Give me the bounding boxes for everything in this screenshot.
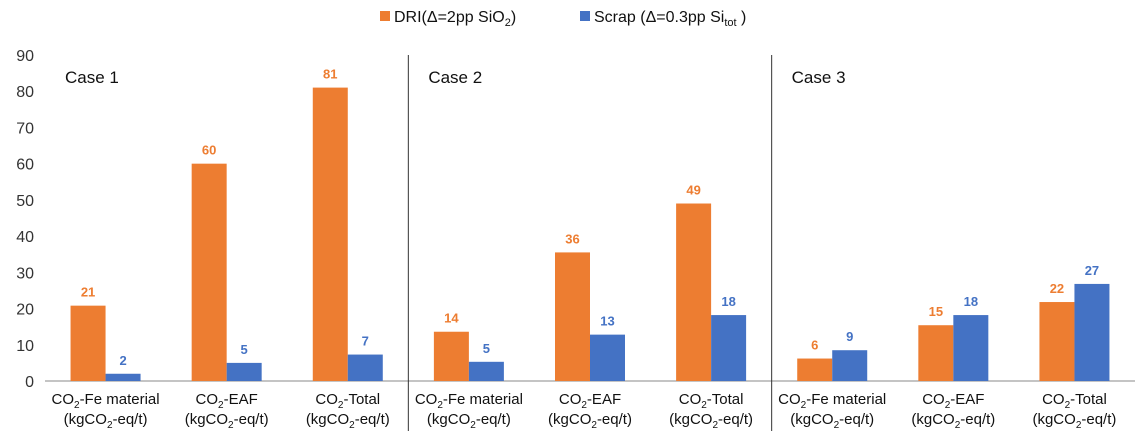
case-label: Case 3	[792, 68, 846, 87]
data-label-dri: 14	[444, 311, 459, 326]
data-label-scrap: 9	[846, 329, 853, 344]
x-category-label: CO2​-Total	[315, 391, 380, 411]
bar-dri	[1039, 302, 1075, 381]
data-label-dri: 81	[323, 67, 337, 82]
y-tick-label: 60	[16, 157, 34, 174]
case-label: Case 1	[65, 68, 119, 87]
data-label-dri: 60	[202, 143, 216, 158]
data-label-scrap: 18	[721, 294, 735, 309]
x-category-unit: (kgCO2​-eq/t)	[306, 411, 390, 431]
x-category-unit: (kgCO2​-eq/t)	[790, 411, 874, 431]
x-category-label: CO2​-Total	[1042, 391, 1107, 411]
data-label-scrap: 7	[362, 334, 369, 349]
y-tick-label: 50	[16, 193, 34, 210]
bar-scrap	[226, 362, 262, 381]
legend: DRI(Δ=2pp SiO2) Scrap (Δ=0.3pp Sitot )	[380, 9, 746, 29]
bar-dri	[676, 203, 712, 381]
x-category-unit: (kgCO2​-eq/t)	[1032, 411, 1116, 431]
data-label-scrap: 2	[119, 353, 126, 368]
bar-scrap	[832, 350, 868, 381]
x-category-label: CO2​-Total	[679, 391, 744, 411]
data-label-dri: 22	[1050, 281, 1064, 296]
y-tick-label: 70	[16, 120, 34, 137]
y-tick-label: 90	[16, 48, 34, 65]
bar-dri	[191, 163, 227, 381]
legend-label-dri: DRI(Δ=2pp SiO2)	[394, 9, 516, 29]
bar-scrap	[347, 354, 383, 381]
legend-swatch-scrap	[580, 11, 590, 21]
data-label-dri: 15	[929, 304, 943, 319]
bar-scrap	[711, 315, 747, 381]
bar-scrap	[953, 315, 989, 381]
data-label-dri: 21	[81, 285, 95, 300]
y-tick-label: 80	[16, 84, 34, 101]
x-category-label: CO2​-EAF	[559, 391, 621, 411]
x-category-label: CO2​-Fe material	[415, 391, 523, 411]
x-category-unit: (kgCO2​-eq/t)	[911, 411, 995, 431]
data-label-dri: 36	[565, 231, 579, 246]
legend-label-scrap: Scrap (Δ=0.3pp Sitot )	[594, 9, 746, 29]
data-label-dri: 49	[686, 183, 700, 198]
data-label-scrap: 18	[964, 294, 978, 309]
data-label-scrap: 13	[600, 314, 614, 329]
x-category-label: CO2​-EAF	[922, 391, 984, 411]
y-tick-label: 40	[16, 229, 34, 246]
bar-scrap	[468, 361, 504, 381]
x-category-label: CO2​-EAF	[196, 391, 258, 411]
y-tick-label: 20	[16, 302, 34, 319]
bar-dri	[918, 325, 954, 381]
x-category-unit: (kgCO2​-eq/t)	[185, 411, 269, 431]
data-label-scrap: 5	[483, 341, 490, 356]
y-tick-label: 0	[25, 374, 34, 391]
bar-dri	[433, 331, 469, 381]
bar-scrap	[590, 334, 625, 381]
bar-dri	[70, 305, 106, 381]
bar-dri	[797, 358, 833, 381]
case-label: Case 2	[428, 68, 482, 87]
x-category-label: CO2​-Fe material	[52, 391, 160, 411]
x-category-unit: (kgCO2​-eq/t)	[548, 411, 632, 431]
bar-scrap	[105, 373, 141, 381]
y-tick-label: 10	[16, 338, 34, 355]
x-category-unit: (kgCO2​-eq/t)	[64, 411, 148, 431]
data-label-dri: 6	[811, 338, 818, 353]
x-category-unit: (kgCO2​-eq/t)	[669, 411, 753, 431]
x-category-label: CO2​-Fe material	[778, 391, 886, 411]
bar-dri	[312, 87, 348, 381]
bar-scrap	[1074, 283, 1110, 381]
x-category-unit: (kgCO2​-eq/t)	[427, 411, 511, 431]
data-label-scrap: 5	[241, 342, 248, 357]
bar-dri	[555, 252, 590, 381]
data-label-scrap: 27	[1085, 263, 1099, 278]
y-tick-label: 30	[16, 265, 34, 282]
legend-swatch-dri	[380, 11, 390, 21]
